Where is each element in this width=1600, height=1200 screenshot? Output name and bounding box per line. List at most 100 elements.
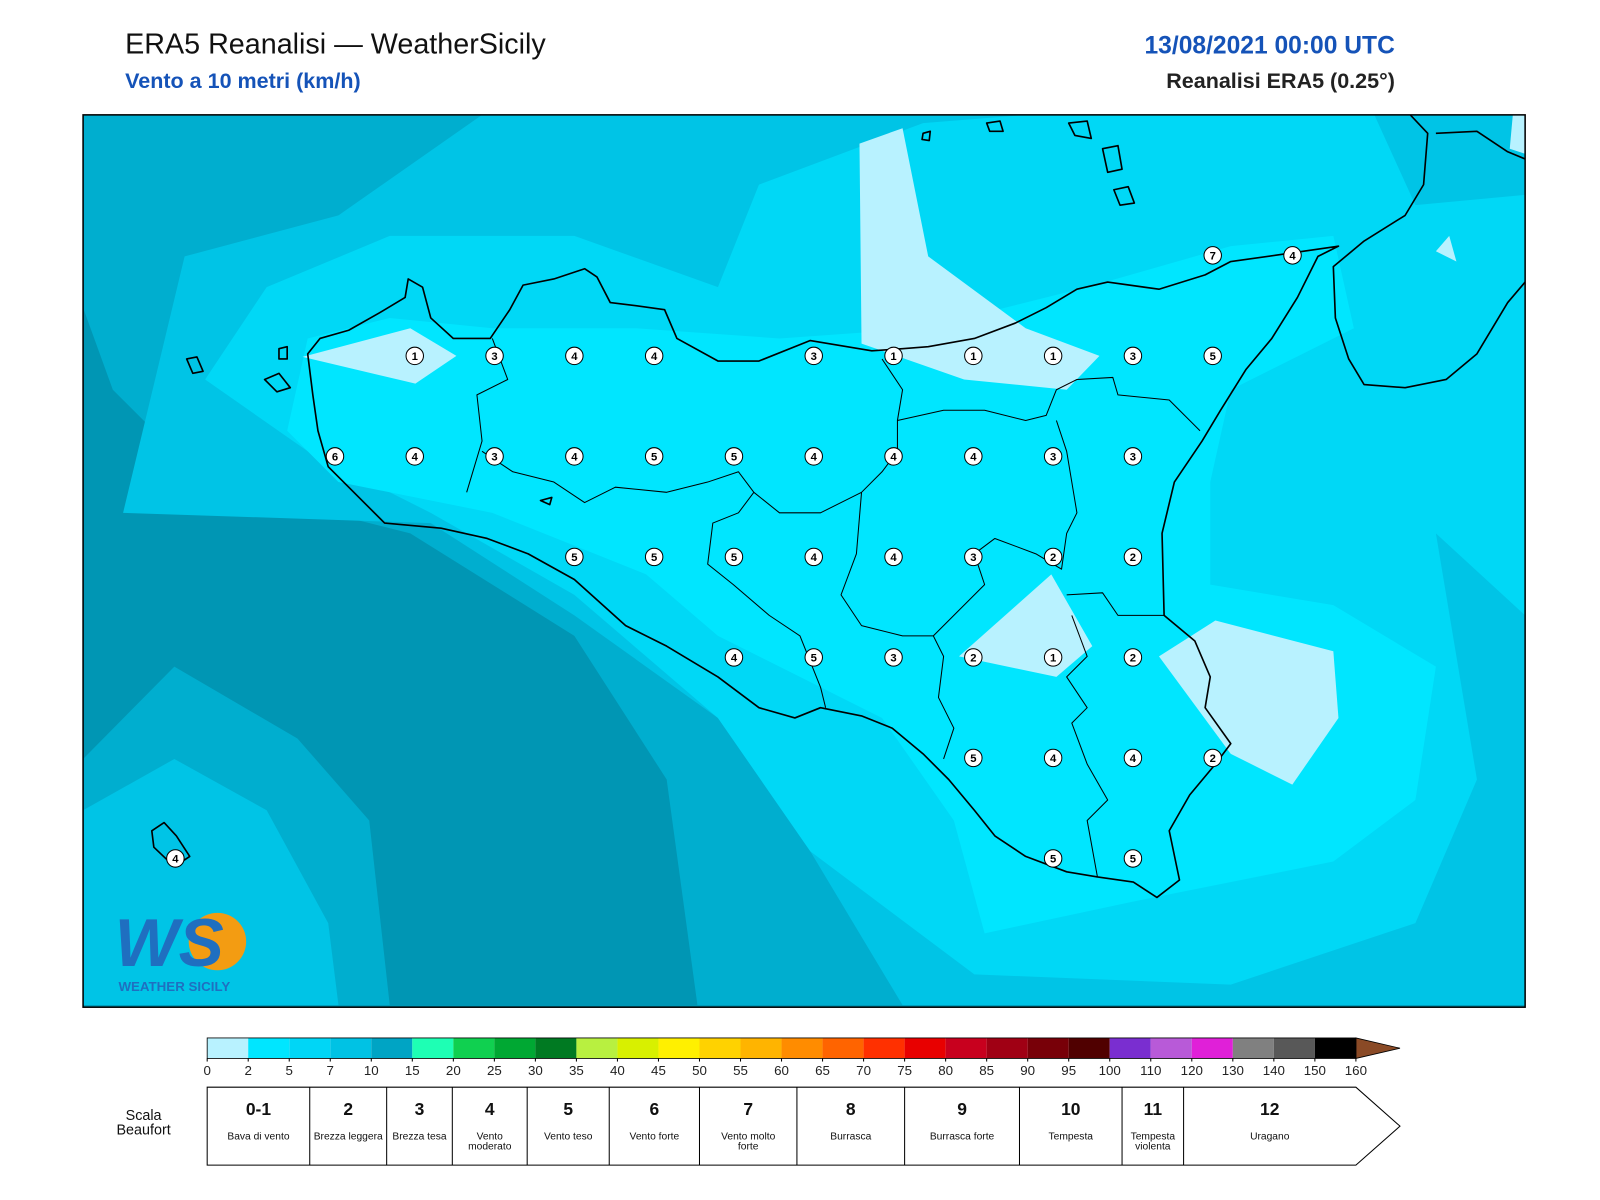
- colorbar-tick-label: 35: [569, 1063, 584, 1078]
- beaufort-desc-box: Uragano: [1250, 1132, 1289, 1142]
- colorbar-tick-label: 110: [1140, 1063, 1161, 1078]
- island: [1113, 185, 1136, 206]
- station-marker: [804, 547, 823, 567]
- colorbar-tick-label: 70: [856, 1063, 871, 1078]
- station-value: 3: [1050, 452, 1056, 464]
- beaufort-desc-box: Burrasca: [830, 1132, 872, 1143]
- colorbar-tick-label: 100: [1099, 1063, 1121, 1078]
- colorbar-tick-label: 140: [1263, 1063, 1285, 1078]
- beaufort-force: 10: [1061, 1099, 1080, 1119]
- station-value: 7: [1210, 250, 1216, 262]
- island: [263, 372, 292, 393]
- station-value: 5: [651, 552, 657, 564]
- station-marker: [644, 547, 664, 567]
- station-value: 2: [1130, 653, 1136, 665]
- beaufort-desc-box: Vento forte: [630, 1132, 680, 1142]
- colorbar-segment: [904, 1037, 946, 1059]
- beaufort-desc: Vento moderato: [468, 1132, 512, 1153]
- colorbar-tick-label: 75: [897, 1063, 912, 1078]
- station: 5: [644, 547, 664, 567]
- station: 4: [884, 447, 903, 466]
- island: [278, 345, 288, 360]
- beaufort-force: 6: [650, 1099, 660, 1119]
- station-marker: [1123, 849, 1143, 868]
- station: 5: [804, 648, 823, 667]
- station-value: 4: [970, 452, 977, 464]
- logo: WS WEATHER SICILY: [115, 906, 247, 994]
- station: 3: [1123, 346, 1143, 366]
- island: [1101, 144, 1123, 174]
- beaufort-desc: Burrasca: [830, 1132, 872, 1143]
- station: 4: [724, 648, 744, 667]
- station: 4: [1043, 748, 1063, 768]
- station-marker: [1043, 547, 1063, 567]
- station-value: 4: [811, 552, 818, 564]
- colorbar-tick-label: 50: [692, 1063, 707, 1078]
- station-marker: [724, 648, 744, 667]
- colorbar-tick-label: 40: [610, 1063, 625, 1078]
- colorbar-segment: [371, 1037, 413, 1059]
- beaufort-frame: [206, 1086, 1401, 1166]
- station-marker: [1043, 648, 1063, 667]
- station-marker: [1283, 246, 1302, 265]
- coastline: [306, 245, 1340, 899]
- station: 4: [565, 447, 584, 466]
- subtitle: Vento a 10 metri (km/h): [125, 69, 361, 93]
- station-marker: [644, 346, 664, 366]
- colorbar-tick-label: 150: [1304, 1063, 1326, 1078]
- date: 13/08/2021 00:00 UTC: [1144, 32, 1395, 59]
- station: 3: [804, 346, 823, 366]
- colorbar-segment: [535, 1037, 577, 1059]
- colorbar-tick-label: 95: [1061, 1063, 1076, 1078]
- station-marker: [1203, 346, 1222, 366]
- station: 5: [724, 547, 744, 567]
- station-marker: [1043, 849, 1063, 868]
- station-value: 6: [332, 452, 338, 464]
- station-value: 5: [1050, 854, 1056, 866]
- station-value: 2: [1050, 552, 1056, 564]
- station: 2: [1043, 547, 1063, 567]
- wind-field: [1435, 235, 1457, 262]
- station-marker: [1203, 748, 1222, 768]
- beaufort-desc: Burrasca forte: [929, 1132, 995, 1143]
- wind-field: [83, 758, 339, 1006]
- station: 6: [325, 447, 345, 466]
- station: 4: [804, 447, 823, 466]
- colorbar-segment: [330, 1037, 372, 1059]
- station-marker: [804, 648, 823, 667]
- station: 5: [644, 447, 664, 466]
- station-marker: [166, 849, 185, 868]
- station-value: 1: [1050, 351, 1056, 363]
- station: 1: [884, 346, 903, 366]
- station: 2: [964, 648, 983, 667]
- station-value: 4: [1130, 753, 1137, 765]
- coastline: [1435, 130, 1526, 160]
- station-marker: [1123, 447, 1143, 466]
- station-value: 4: [412, 452, 419, 464]
- station-value: 5: [731, 552, 737, 564]
- station: 1: [405, 346, 424, 366]
- beaufort-desc-box: Burrasca forte: [929, 1132, 995, 1143]
- station-value: 5: [1130, 854, 1136, 866]
- colorbar-segment: [740, 1037, 782, 1059]
- colorbar-segment: [289, 1037, 331, 1059]
- island: [1067, 120, 1093, 140]
- station-marker: [1123, 748, 1143, 768]
- island: [539, 496, 553, 506]
- station-value: 5: [1210, 351, 1216, 363]
- island: [985, 120, 1004, 133]
- station: 4: [405, 447, 424, 466]
- station: 5: [1203, 346, 1222, 366]
- colorbar-tick-label: 60: [774, 1063, 789, 1078]
- station: 3: [485, 346, 504, 366]
- station: 4: [1123, 748, 1143, 768]
- logo-sun: [188, 912, 247, 971]
- station-value: 1: [412, 351, 418, 363]
- station-value: 1: [970, 351, 976, 363]
- beaufort-force: 4: [485, 1099, 495, 1119]
- station: 2: [1123, 547, 1143, 567]
- station-value: 4: [890, 552, 897, 564]
- beaufort-force: 0-1: [246, 1099, 271, 1119]
- colorbar-segment: [494, 1037, 536, 1059]
